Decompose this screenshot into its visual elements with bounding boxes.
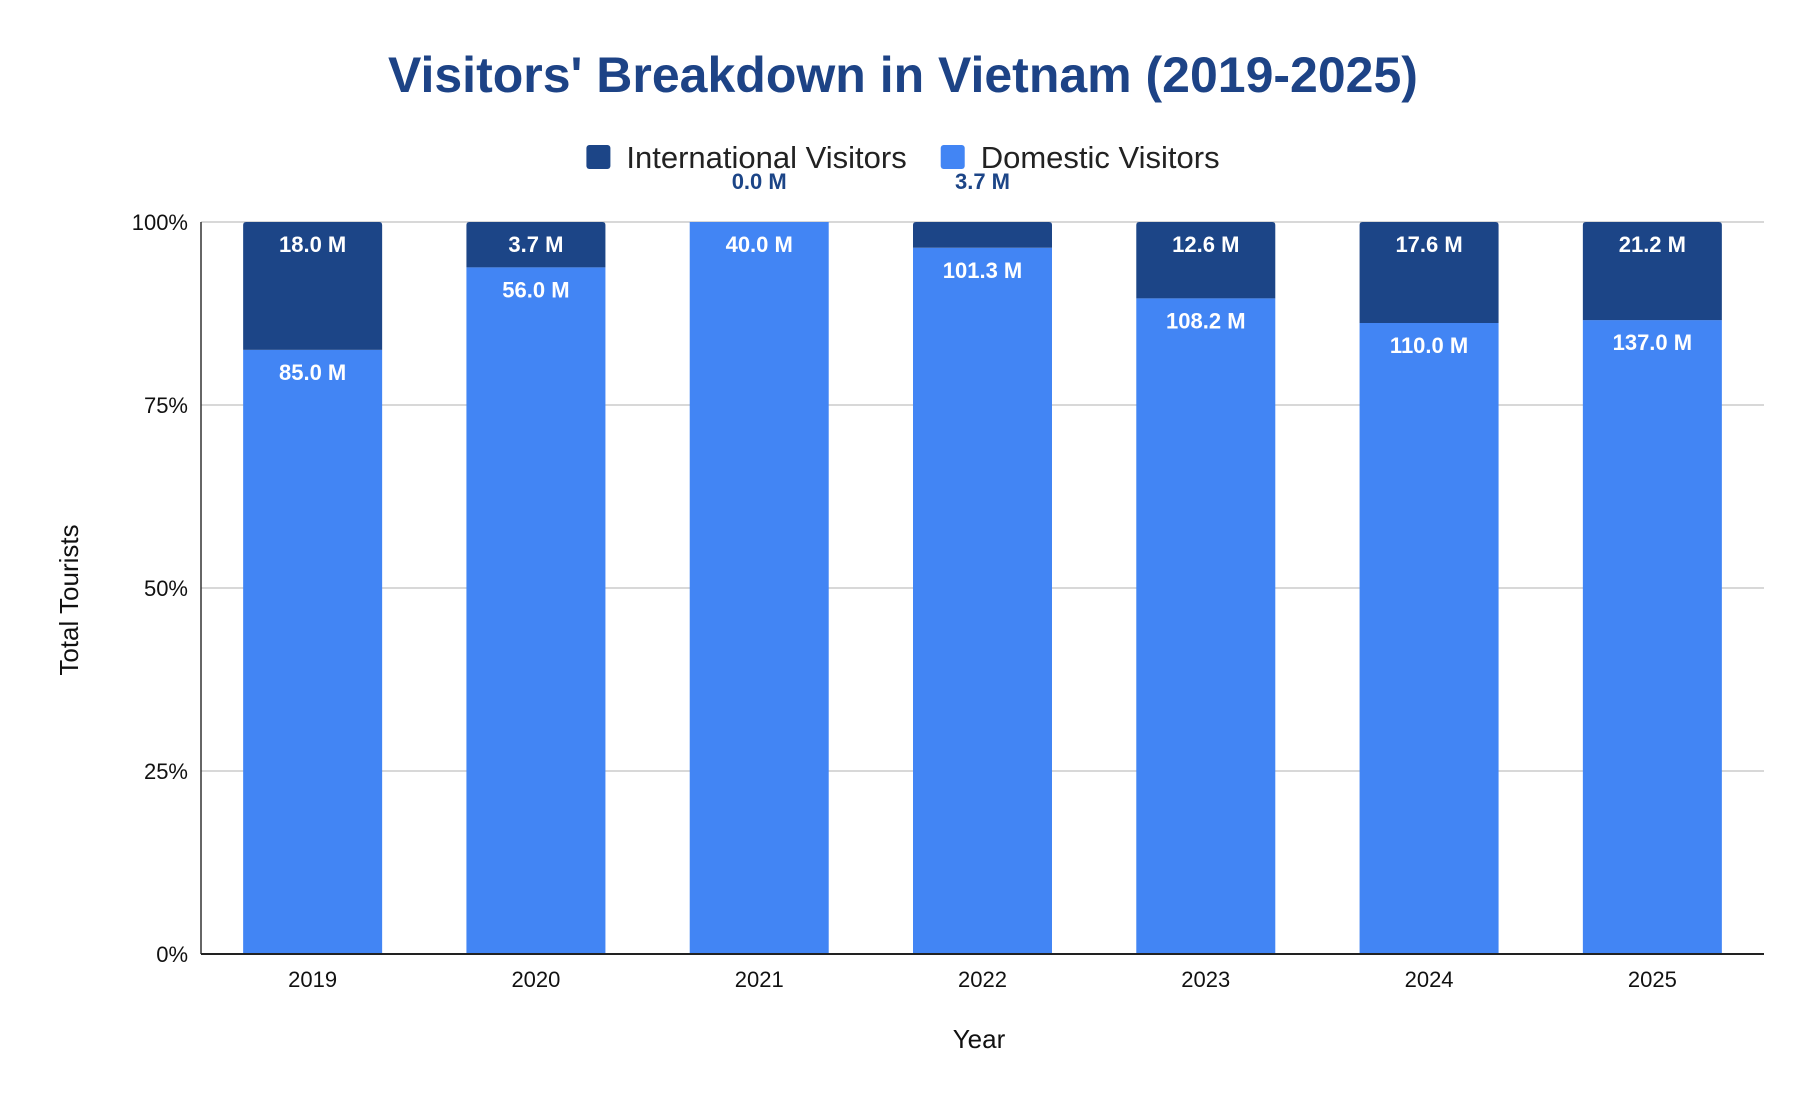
x-tick-label-2024: 2024 (1405, 967, 1454, 992)
bar-domestic-2024 (1359, 322, 1499, 954)
data-label-domestic-2022: 101.3 M (943, 258, 1023, 283)
data-label-international-2023: 12.6 M (1172, 232, 1239, 257)
y-tick-label: 0% (156, 942, 188, 967)
y-tick-label: 75% (144, 393, 188, 418)
data-labels: 18.0 M 85.0 M 3.7 M 56.0 M 0.0 M 40.0 M 3.7 M 1… (279, 169, 1692, 385)
bars (243, 222, 1722, 955)
y-tick-label: 100% (132, 210, 188, 235)
bar-international-2025 (1582, 222, 1722, 321)
x-axis-title: Year (953, 1024, 1006, 1054)
data-label-domestic-2023: 108.2 M (1166, 308, 1246, 333)
data-label-international-2024: 17.6 M (1395, 232, 1462, 257)
data-label-domestic-2019: 85.0 M (279, 360, 346, 385)
data-label-domestic-2024: 110.0 M (1390, 333, 1468, 358)
bar-domestic-2022 (913, 247, 1052, 954)
data-label-international-2020: 3.7 M (508, 232, 563, 257)
legend-swatch-domestic-visitors (940, 145, 965, 169)
x-tick-label-2022: 2022 (958, 967, 1007, 992)
x-tick-label-2021: 2021 (735, 967, 784, 992)
bar-domestic-2019 (243, 349, 383, 954)
data-label-domestic-2025: 137.0 M (1613, 330, 1693, 355)
bar-domestic-2023 (1136, 298, 1276, 955)
legend-swatch-international-visitors (586, 145, 611, 169)
y-tick-label: 50% (144, 576, 188, 601)
bar-domestic-2025 (1582, 320, 1722, 954)
bar-international-2022 (913, 222, 1052, 248)
data-label-international-2019: 18.0 M (279, 232, 346, 257)
chart-title: Visitors' Breakdown in Vietnam (2019-202… (388, 47, 1418, 103)
x-tick-label-2023: 2023 (1181, 967, 1230, 992)
x-tick-label-2020: 2020 (511, 967, 560, 992)
legend: International Visitors Domestic Visitors (586, 140, 1220, 175)
bar-international-2023 (1136, 222, 1276, 299)
bar-international-2024 (1359, 222, 1499, 323)
x-tick-label-2019: 2019 (288, 967, 337, 992)
legend-label-domestic-visitors: Domestic Visitors (981, 140, 1220, 175)
data-label-international-2021: 0.0 M (732, 169, 787, 194)
y-tick-label: 25% (144, 759, 188, 784)
axes: 0% 25% 50% 75% 100% 2019 2020 2021 2022 2023 2024 2… (132, 210, 1764, 992)
legend-label-international-visitors: International Visitors (626, 140, 906, 175)
data-label-international-2025: 21.2 M (1619, 232, 1686, 257)
bar-domestic-2020 (466, 267, 606, 954)
y-axis-title: Total Tourists (54, 524, 84, 675)
x-tick-label-2025: 2025 (1628, 967, 1677, 992)
bar-domestic-2021 (689, 222, 829, 954)
data-label-international-2022: 3.7 M (955, 169, 1010, 194)
bar-international-2020 (466, 222, 606, 268)
data-label-domestic-2020: 56.0 M (502, 277, 569, 302)
data-label-domestic-2021: 40.0 M (726, 232, 793, 257)
bar-international-2019 (243, 222, 383, 350)
